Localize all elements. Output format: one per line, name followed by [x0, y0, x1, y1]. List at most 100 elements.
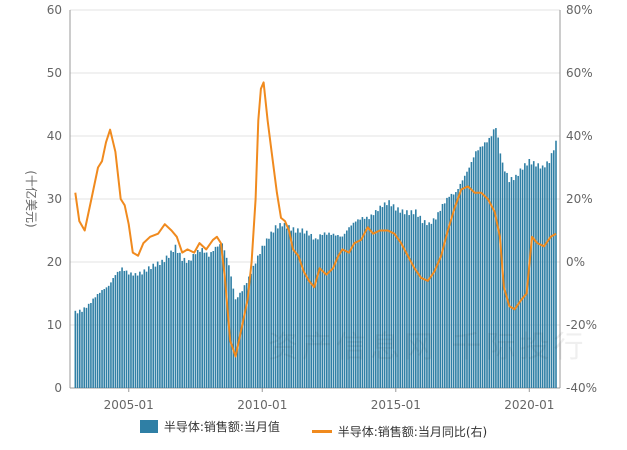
sales-bar	[497, 137, 499, 388]
sales-bar	[379, 205, 382, 388]
sales-bar	[403, 214, 406, 388]
sales-bar	[539, 168, 542, 388]
x-tick-label: 2015-01	[371, 398, 421, 412]
sales-bar	[116, 271, 119, 388]
sales-bar	[99, 292, 101, 388]
left-tick-label: 50	[47, 66, 62, 80]
sales-bar	[81, 311, 83, 388]
sales-bar	[517, 175, 519, 388]
sales-bar	[383, 202, 386, 388]
sales-bar	[78, 309, 81, 388]
watermark: 资产信息网 千际投行	[268, 330, 588, 365]
sales-bar	[475, 151, 477, 388]
sales-bar	[357, 219, 359, 388]
sales-bar	[303, 233, 306, 388]
left-tick-label: 10	[47, 318, 62, 332]
sales-bar	[325, 234, 328, 388]
sales-bar	[190, 260, 192, 388]
sales-bar	[483, 142, 486, 388]
sales-bar	[163, 262, 166, 388]
sales-bar	[537, 163, 539, 388]
sales-bar	[107, 285, 110, 388]
sales-bar	[515, 174, 517, 388]
y-axis-label: (十亿美元)	[24, 170, 39, 227]
right-tick-label: 0%	[566, 255, 585, 269]
sales-bar	[170, 250, 172, 388]
sales-bar	[152, 263, 155, 388]
sales-bar	[283, 223, 286, 388]
sales-bar	[463, 175, 466, 388]
sales-bar	[348, 227, 350, 388]
sales-bar	[361, 217, 364, 388]
sales-bar	[234, 299, 237, 388]
sales-bar	[147, 266, 150, 388]
sales-bar	[130, 272, 132, 388]
sales-bar	[192, 253, 195, 388]
sales-bar	[83, 307, 86, 388]
sales-bar	[323, 232, 326, 388]
sales-bar	[535, 166, 537, 388]
sales-bar	[203, 252, 206, 388]
sales-bar	[372, 215, 375, 388]
legend-item-bar[interactable]: 半导体:销售额:当月值	[139, 418, 280, 435]
sales-bar	[294, 232, 297, 388]
sales-bar	[470, 161, 473, 388]
sales-bar	[172, 251, 175, 388]
sales-bar	[394, 210, 397, 388]
sales-bar	[277, 228, 279, 388]
sales-bar	[526, 165, 528, 388]
sales-bar	[221, 243, 224, 388]
sales-bar	[408, 215, 410, 388]
sales-bar	[541, 165, 544, 388]
sales-bar	[134, 273, 137, 388]
sales-bar	[466, 171, 468, 388]
sales-bar	[439, 210, 442, 388]
sales-bar	[370, 214, 373, 388]
sales-bar	[512, 180, 515, 388]
sales-bar	[359, 219, 361, 388]
sales-bar	[455, 192, 457, 388]
sales-bar	[490, 136, 493, 388]
sales-bar	[119, 271, 121, 388]
sales-bar	[261, 245, 264, 388]
sales-bar	[468, 167, 471, 388]
right-tick-label: 20%	[566, 192, 593, 206]
sales-bar	[550, 153, 553, 388]
sales-bar	[386, 205, 388, 388]
sales-bar	[123, 270, 126, 388]
sales-bar	[183, 257, 186, 388]
sales-bar	[397, 207, 399, 388]
sales-bar	[352, 222, 355, 388]
sales-bar	[241, 291, 244, 388]
legend-swatch-bar	[139, 420, 158, 433]
sales-bar	[461, 180, 464, 388]
sales-bar	[250, 273, 252, 388]
sales-bar	[301, 228, 304, 388]
sales-bar	[290, 230, 292, 388]
x-tick-label: 2010-01	[237, 398, 287, 412]
sales-bar	[141, 274, 143, 388]
sales-bar	[181, 260, 183, 388]
sales-bar	[254, 263, 257, 388]
sales-bar	[112, 278, 114, 388]
sales-bar	[457, 189, 459, 388]
sales-bar	[176, 252, 179, 388]
sales-bar	[232, 288, 235, 388]
sales-bar	[368, 219, 370, 388]
sales-bar	[114, 275, 117, 388]
right-tick-label: 80%	[566, 3, 593, 17]
legend-item-line[interactable]: 半导体:销售额:当月同比(右)	[311, 423, 487, 440]
sales-bar	[481, 146, 484, 388]
right-tick-label: 40%	[566, 129, 593, 143]
sales-bar	[524, 163, 526, 388]
legend-label-bar: 半导体:销售额:当月值	[163, 420, 280, 434]
sales-bar	[156, 261, 159, 388]
sales-bar	[521, 169, 524, 388]
sales-bar	[314, 238, 317, 388]
sales-bar	[252, 265, 255, 388]
sales-bar	[310, 233, 313, 388]
sales-bar	[486, 142, 488, 388]
right-tick-label: -40%	[566, 381, 597, 395]
sales-bar	[555, 140, 557, 388]
sales-bar	[248, 276, 250, 388]
